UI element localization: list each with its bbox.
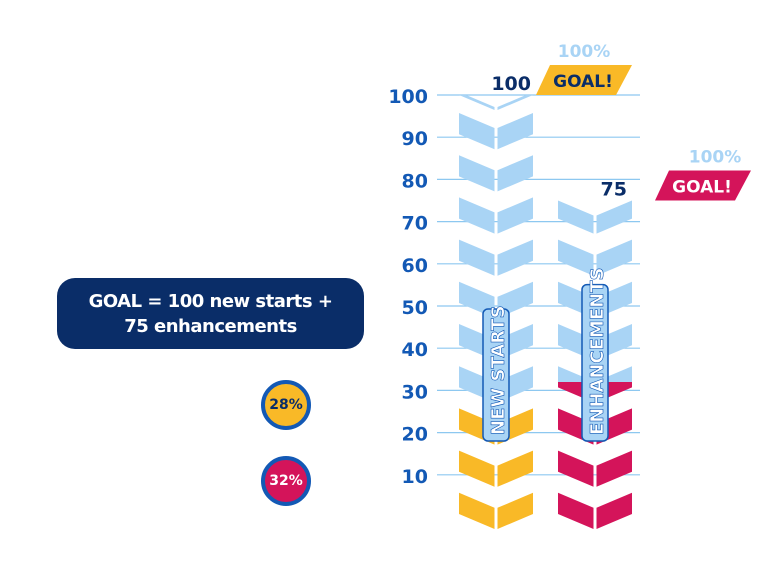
new-starts-label: NEW STARTS (488, 305, 509, 435)
enhancements-percent-label: 32% (269, 473, 303, 489)
new-starts-goal-chevrons-chevron-276-l (459, 239, 495, 276)
enhancements-label: ENHANCEMENTS (587, 268, 608, 435)
new-starts-goal-chevrons-chevron-191-l (459, 155, 495, 192)
new-starts-goal-chevrons-chevron-149-r (497, 113, 533, 150)
enhancements-label-bg (581, 283, 609, 442)
y-tick-label-60: 60 (402, 255, 428, 277)
new-starts-percent-badge: 28% (261, 380, 311, 430)
y-tick-label-30: 30 (402, 381, 428, 403)
new-starts-progress-chevrons (459, 398, 533, 529)
new-starts-progress-bar (459, 398, 533, 529)
new-starts-goal-chevrons-chevron-276-r (497, 239, 533, 276)
enhancements-progress-chevrons-chevron-487-l (558, 450, 594, 487)
enhancements-goal-value: 75 (601, 179, 627, 201)
goal-summary-line-2: 75 enhancements (124, 315, 297, 337)
new-starts-progress-chevrons-chevron-487-l (459, 450, 495, 487)
new-starts-goal-value: 100 (491, 73, 531, 95)
y-tick-label-40: 40 (402, 339, 428, 361)
new-starts-goal-chevrons-chevron-191-r (497, 155, 533, 192)
y-tick-label-20: 20 (402, 424, 428, 446)
y-tick-label-70: 70 (402, 213, 428, 235)
new-starts-goal-chevrons-chevron-107-l (459, 95, 495, 110)
new-starts-progress-chevrons-chevron-529-r (497, 492, 533, 529)
new-starts-goal-chevrons-chevron-234-r (497, 197, 533, 234)
y-tick-label-50: 50 (402, 297, 428, 319)
enhancements-progress-chevrons-chevron-487-r (596, 450, 632, 487)
enhancements-label-group: ENHANCEMENTS (581, 267, 609, 442)
new-starts-progress-chevrons-chevron-529-l (459, 492, 495, 529)
enhancements-percent-badge: 32% (261, 456, 311, 506)
new-starts-goal-tag-text: GOAL! (553, 72, 613, 92)
y-tick-label-100: 100 (388, 86, 428, 108)
enhancements-goal-chevrons-chevron-234-l (558, 200, 594, 234)
enhancements-goal-tag-text: GOAL! (672, 178, 732, 198)
new-starts-goal-chevrons-chevron-149-l (459, 113, 495, 150)
new-starts-label-bg (482, 308, 510, 442)
new-starts-goal-percent: 100% (558, 42, 611, 62)
new-starts-goal-tag (536, 65, 632, 95)
new-starts-label-group: NEW STARTS (482, 305, 510, 442)
enhancements-goal-chevrons-chevron-276-l (558, 239, 594, 276)
y-tick-label-90: 90 (402, 128, 428, 150)
y-tick-label-80: 80 (402, 170, 428, 192)
y-tick-label-10: 10 (402, 466, 428, 488)
enhancements-goal-percent: 100% (689, 148, 742, 168)
enhancements-progress-chevrons-chevron-529-l (558, 492, 594, 529)
enhancements-goal-chevrons-chevron-234-r (596, 200, 632, 234)
enhancements-goal-tag (655, 170, 751, 201)
new-starts-progress-chevrons-chevron-487-r (497, 450, 533, 487)
new-starts-percent-label: 28% (269, 397, 303, 413)
new-starts-goal-chevrons-chevron-107-r (497, 95, 533, 110)
goal-summary-box: GOAL = 100 new starts + 75 enhancements (57, 278, 364, 349)
enhancements-goal-chevrons-chevron-276-r (596, 239, 632, 276)
new-starts-goal-chevrons-chevron-234-l (459, 197, 495, 234)
goal-summary-line-1: GOAL = 100 new starts + (88, 290, 333, 312)
enhancements-progress-chevrons-chevron-529-r (596, 492, 632, 529)
